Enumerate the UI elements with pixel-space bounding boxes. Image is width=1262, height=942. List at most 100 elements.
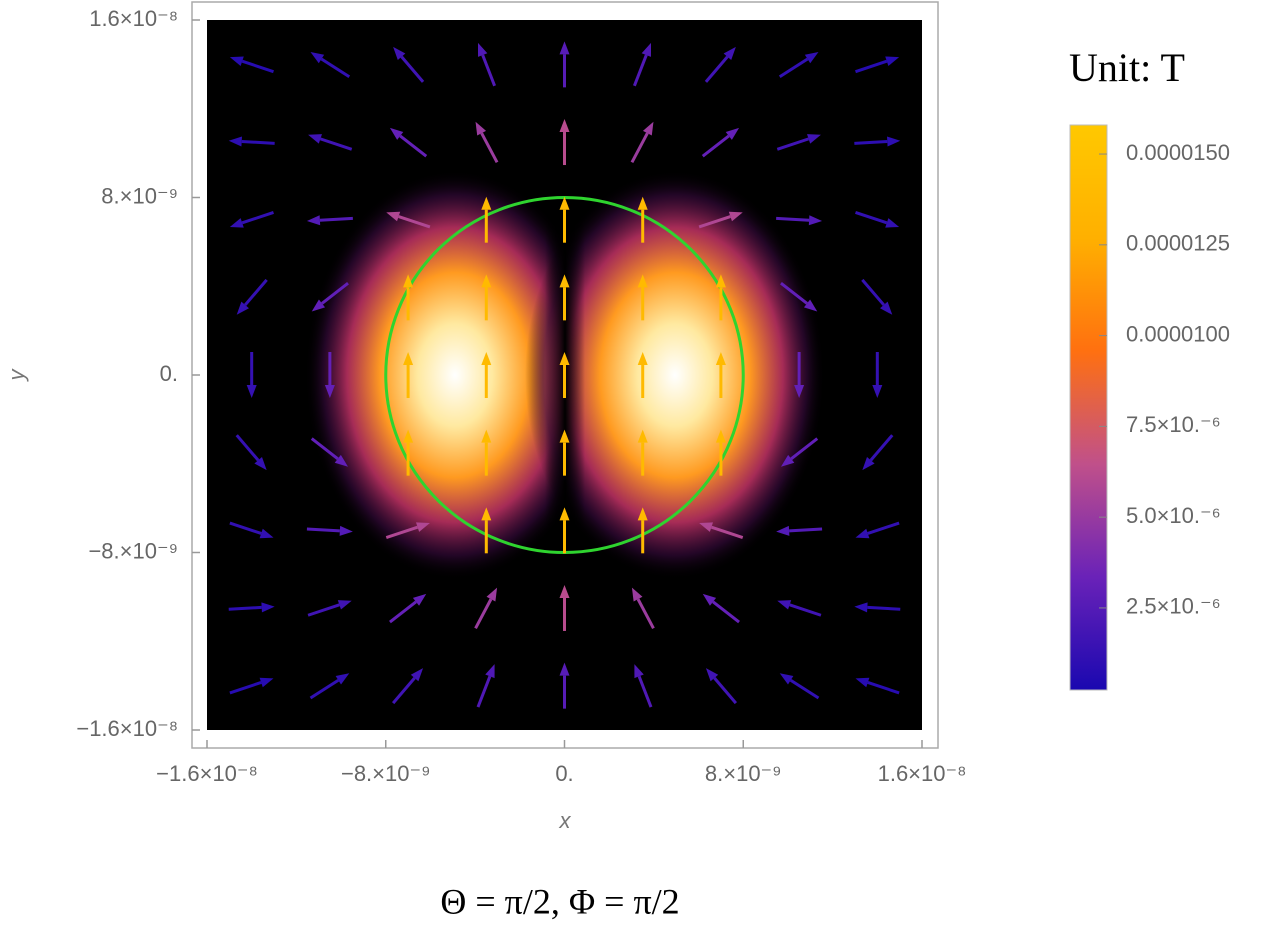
arrow-head: [475, 121, 487, 136]
arrow-head: [776, 525, 790, 536]
vector-arrow: [481, 429, 492, 476]
vector-arrow: [228, 136, 275, 147]
vector-arrow: [780, 282, 818, 312]
vector-arrow: [475, 121, 499, 164]
arrow-shaft: [704, 55, 729, 83]
arrow-head: [486, 587, 498, 602]
arrow-shaft: [633, 54, 648, 87]
x-tick-label: −8.×10⁻⁹: [341, 761, 431, 786]
arrow-head: [559, 41, 570, 55]
arrow-shaft: [855, 59, 888, 74]
arrow-head: [481, 352, 492, 365]
arrow-shaft: [867, 681, 900, 695]
arrow-head: [803, 299, 818, 312]
arrow-shaft: [776, 137, 810, 151]
vector-arrow: [311, 282, 349, 312]
arrow-head: [334, 454, 349, 467]
arrow-head: [477, 42, 488, 57]
vector-arrow: [854, 602, 901, 613]
arrow-shaft: [389, 600, 417, 624]
arrow-head: [481, 274, 492, 288]
colorbar-tick-label: 0.0000150: [1126, 140, 1230, 165]
arrow-shaft: [244, 278, 268, 306]
colorbar-tick-label: 7.5×10.⁻⁶: [1126, 412, 1221, 437]
arrow-shaft: [855, 210, 888, 225]
vector-arrow: [391, 668, 424, 705]
arrow-head: [310, 51, 325, 64]
arrow-head: [403, 429, 414, 443]
arrow-head: [880, 301, 893, 315]
vector-arrow: [872, 352, 883, 398]
x-tick-label: 0.: [555, 761, 573, 786]
vector-arrow: [699, 522, 744, 540]
arrow-head: [229, 218, 244, 228]
colorbar: [1069, 124, 1108, 691]
arrow-shaft: [320, 57, 351, 79]
vector-arrow: [389, 593, 427, 624]
arrow-head: [887, 136, 901, 147]
arrow-head: [804, 51, 819, 64]
vector-arrow: [862, 434, 894, 471]
vector-arrow: [228, 602, 275, 613]
colorbar-tick-label: 0.0000125: [1126, 231, 1230, 256]
arrow-head: [559, 274, 570, 288]
arrow-shaft: [241, 139, 275, 145]
vector-arrow: [780, 437, 819, 467]
arrow-head: [559, 507, 570, 521]
arrow-head: [559, 119, 570, 133]
vector-arrow: [776, 134, 821, 151]
vector-arrow: [403, 274, 414, 321]
vector-arrow: [559, 507, 570, 554]
vector-arrow: [403, 352, 414, 398]
vector-arrow: [246, 352, 257, 398]
arrow-head: [559, 429, 570, 443]
arrow-shaft: [710, 525, 744, 540]
arrow-shaft: [701, 134, 730, 158]
arrow-head: [559, 352, 570, 365]
arrow-shaft: [309, 678, 340, 700]
vector-arrow: [385, 522, 430, 540]
density: [305, 150, 825, 600]
colorbar-tick-label: 5.0×10.⁻⁶: [1126, 503, 1221, 528]
vector-arrow: [236, 278, 268, 315]
vector-arrow: [559, 41, 570, 88]
arrow-head: [386, 211, 401, 222]
x-tick-label: 1.6×10⁻⁸: [878, 761, 967, 786]
colorbar-title: Unit: T: [1069, 45, 1185, 90]
arrow-head: [228, 136, 242, 147]
vector-arrow: [634, 664, 653, 708]
vector-arrow: [229, 56, 274, 74]
vector-arrow: [637, 196, 648, 243]
arrow-shaft: [319, 216, 353, 222]
arrow-head: [794, 385, 805, 398]
vector-arrow: [559, 662, 570, 709]
vector-arrow: [386, 211, 431, 229]
density-glow: [305, 170, 605, 580]
arrow-head: [715, 352, 726, 365]
density-glow: [525, 170, 825, 580]
arrow-shaft: [854, 139, 888, 145]
colorbar-tick-label: 0.0000100: [1126, 321, 1230, 346]
arrow-head: [481, 196, 492, 210]
arrow-head: [723, 46, 736, 61]
vector-arrow: [389, 127, 428, 158]
arrow-head: [872, 385, 883, 398]
vector-arrow: [481, 274, 492, 321]
y-axis-label: y: [4, 368, 29, 383]
vector-arrow: [855, 521, 900, 539]
arrow-head: [885, 218, 900, 228]
arrow-shaft: [867, 521, 900, 535]
vector-arrow: [477, 42, 496, 87]
arrow-head: [559, 196, 570, 210]
vector-arrow: [393, 46, 425, 83]
arrow-shaft: [869, 434, 894, 462]
vector-arrow: [701, 127, 740, 158]
arrow-head: [485, 664, 495, 679]
arrow-head: [807, 134, 821, 144]
vector-arrow: [229, 210, 274, 228]
arrow-shaft: [399, 134, 428, 158]
arrow-shaft: [789, 678, 820, 700]
arrow-head: [335, 673, 350, 685]
arrow-shaft: [698, 215, 731, 229]
arrow-head: [559, 584, 570, 598]
